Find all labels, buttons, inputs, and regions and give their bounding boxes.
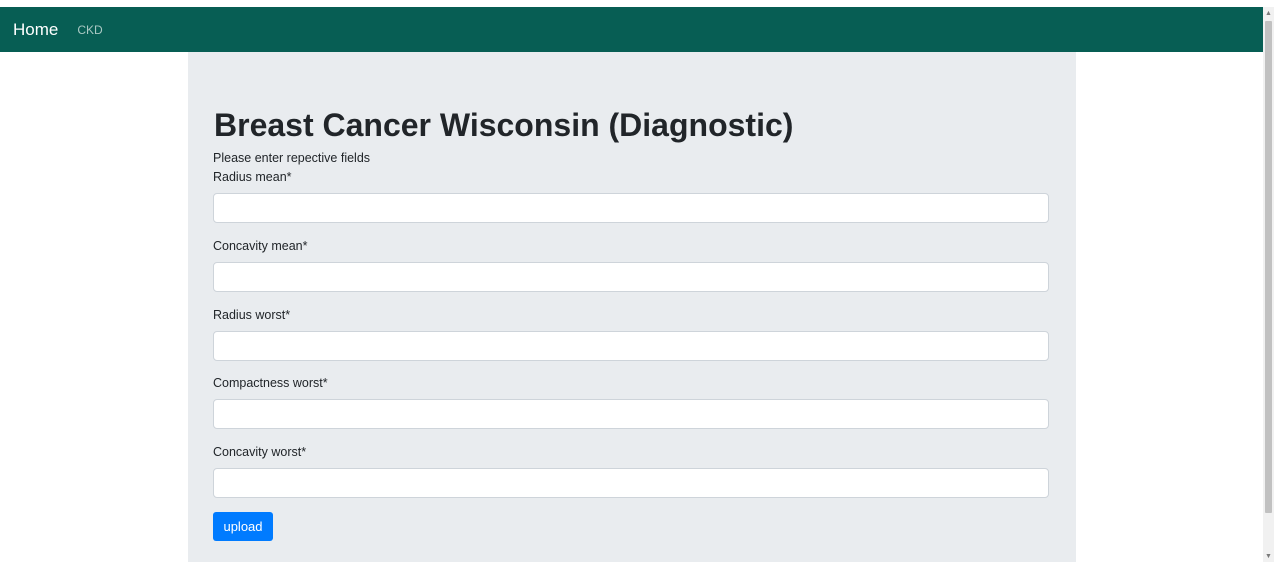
radius-mean-input[interactable] [213, 193, 1049, 223]
page-title: Breast Cancer Wisconsin (Diagnostic) [214, 107, 794, 143]
scrollbar-thumb[interactable] [1265, 21, 1272, 513]
concavity-mean-input[interactable] [213, 262, 1049, 292]
compactness-worst-input[interactable] [213, 399, 1049, 429]
vertical-scrollbar[interactable]: ▲ ▼ [1263, 7, 1274, 562]
triangle-down-icon[interactable]: ▼ [1265, 553, 1272, 560]
upload-button[interactable]: upload [213, 512, 273, 541]
concavity-worst-label: Concavity worst* [213, 445, 307, 459]
radius-worst-input[interactable] [213, 331, 1049, 361]
form-container: Breast Cancer Wisconsin (Diagnostic) Ple… [188, 52, 1076, 562]
form-instructions: Please enter repective fields [213, 151, 371, 165]
concavity-mean-label: Concavity mean* [213, 239, 308, 253]
navbar: Home CKD [0, 7, 1263, 52]
top-strip [0, 0, 1263, 7]
radius-worst-label: Radius worst* [213, 308, 291, 322]
concavity-worst-input[interactable] [213, 468, 1049, 498]
nav-brand-home[interactable]: Home [13, 19, 59, 39]
nav-link-ckd[interactable]: CKD [77, 22, 103, 37]
radius-mean-label: Radius mean* [213, 170, 292, 184]
triangle-up-icon[interactable]: ▲ [1265, 10, 1272, 17]
compactness-worst-label: Compactness worst* [213, 376, 328, 390]
